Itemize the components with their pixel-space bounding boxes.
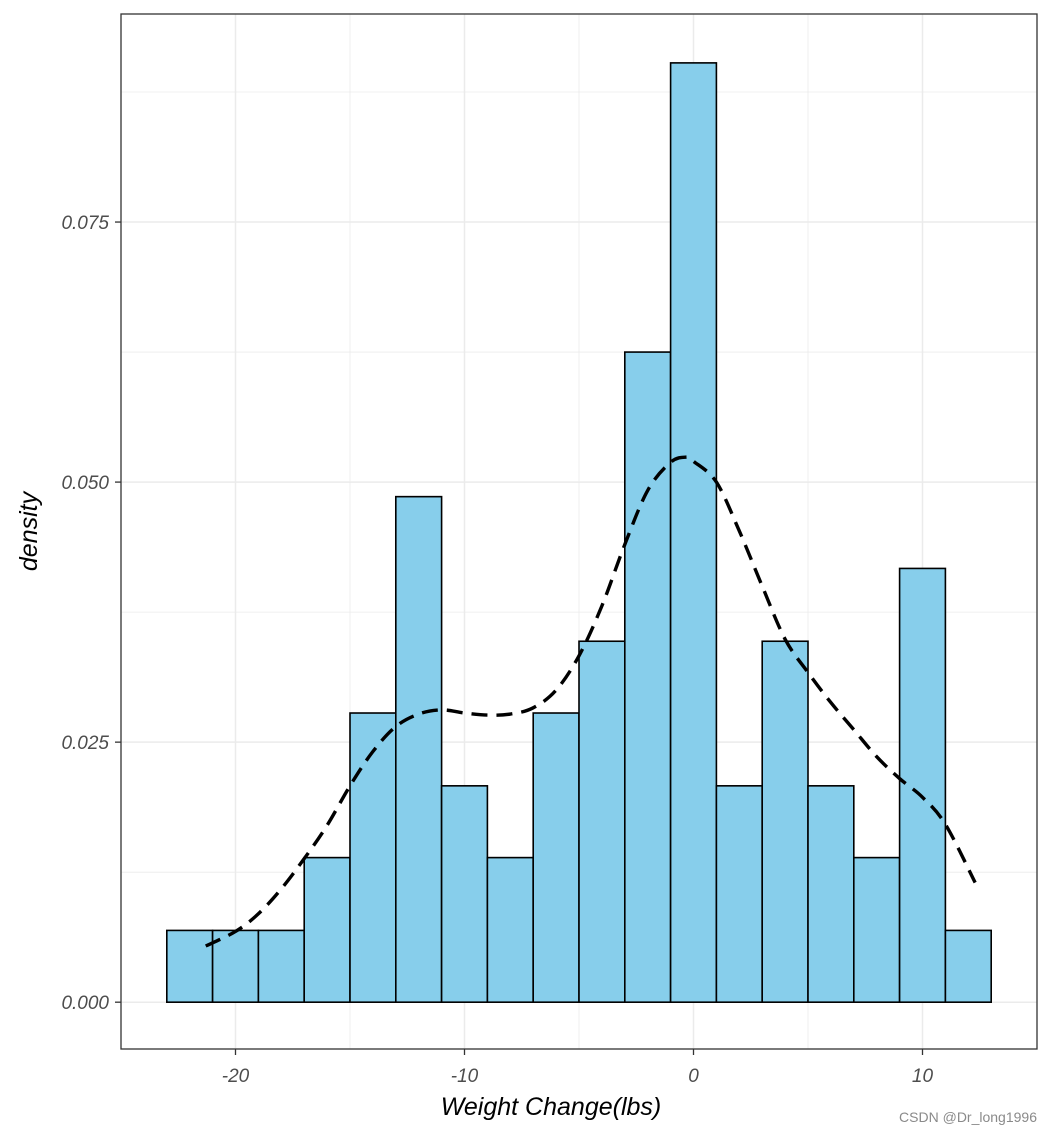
x-axis-title: Weight Change(lbs) xyxy=(441,1093,661,1121)
histogram-bar xyxy=(349,712,397,1003)
histogram-bar xyxy=(669,62,718,1003)
y-tick-label: 0.050 xyxy=(61,473,109,494)
histogram-bar xyxy=(440,785,489,1003)
histogram-bar xyxy=(623,351,672,1003)
histogram-bar xyxy=(486,856,534,1003)
x-tick-label: 10 xyxy=(912,1066,934,1087)
histogram-bar xyxy=(852,856,901,1003)
y-tick-label: 0.075 xyxy=(61,213,109,234)
x-tick-label: -10 xyxy=(451,1066,479,1087)
density-curve xyxy=(204,455,977,948)
histogram-bar xyxy=(257,929,305,1003)
histogram-bar xyxy=(944,929,993,1003)
histogram-bar xyxy=(166,929,214,1003)
density-line xyxy=(204,455,977,948)
y-axis-title: density xyxy=(15,490,43,571)
histogram-bars xyxy=(166,62,993,1003)
y-tick-label: 0.025 xyxy=(61,733,109,754)
y-tick-label: 0.000 xyxy=(61,993,109,1014)
histogram-bar xyxy=(761,640,809,1003)
histogram-bar xyxy=(715,785,764,1003)
y-axis: 0.000 0.025 0.050 0.075 xyxy=(61,213,121,1014)
histogram-bar xyxy=(303,856,351,1003)
x-tick-label: -20 xyxy=(222,1066,250,1087)
histogram-bar xyxy=(578,640,626,1003)
histogram-bar xyxy=(807,785,855,1003)
x-axis: -20 -10 0 10 xyxy=(222,1049,934,1087)
x-tick-label: 0 xyxy=(688,1066,699,1087)
histogram-bar xyxy=(898,567,947,1003)
histogram-bar xyxy=(394,495,443,1003)
histogram-bar xyxy=(532,712,580,1003)
watermark-text: CSDN @Dr_long1996 xyxy=(899,1109,1037,1125)
panel-border xyxy=(120,13,1038,1050)
